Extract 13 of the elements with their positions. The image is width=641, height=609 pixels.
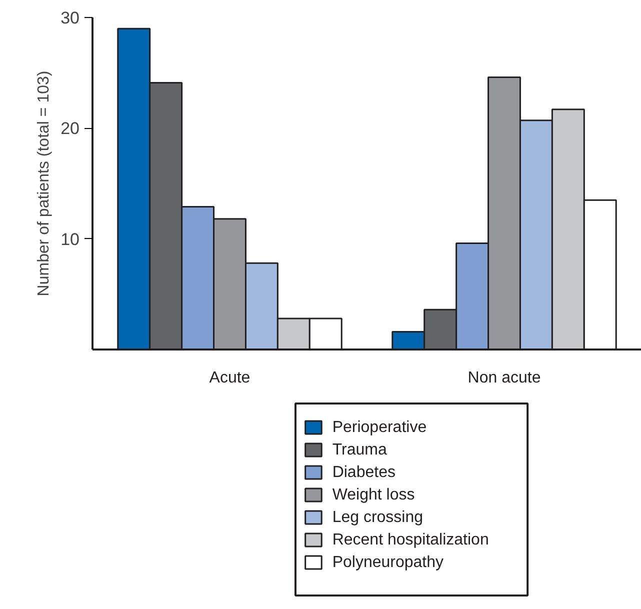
y-tick-label: 20 <box>60 119 80 138</box>
legend-label: Perioperative <box>332 419 427 436</box>
y-axis-title: Number of patients (total = 103) <box>36 70 53 296</box>
legend-label: Weight loss <box>332 486 415 504</box>
legend-label: Diabetes <box>332 464 396 481</box>
x-tick-label: Non acute <box>468 370 541 386</box>
legend-label: Polyneuropathy <box>332 554 444 571</box>
legend-label: Leg crossing <box>332 509 424 526</box>
legend-label: Recent hospitalization <box>332 532 489 548</box>
legend-label: Trauma <box>332 442 387 458</box>
y-tick-label: 30 <box>60 8 80 28</box>
x-tick-label: Acute <box>209 370 250 386</box>
y-tick-label: 10 <box>60 230 80 249</box>
